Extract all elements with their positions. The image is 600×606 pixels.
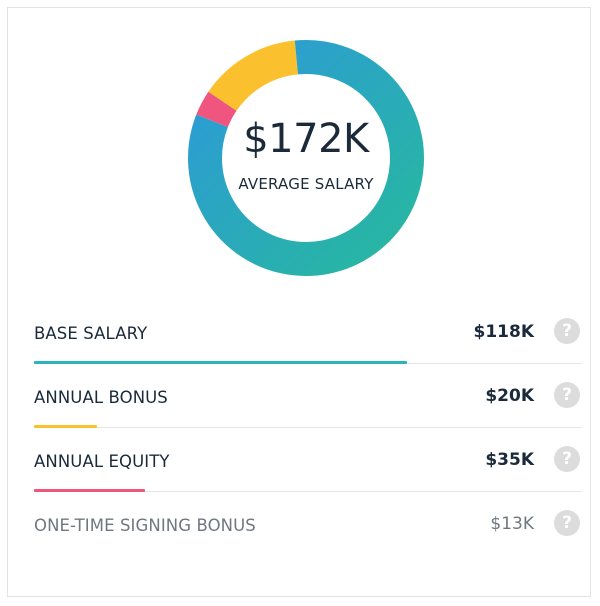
donut-segment-bonus bbox=[208, 40, 299, 112]
row-annual-equity: ANNUAL EQUITY $35K ? bbox=[34, 428, 582, 492]
donut-segment-equity bbox=[196, 91, 237, 128]
base-salary-bar bbox=[34, 361, 407, 364]
salary-donut-chart: $172K AVERAGE SALARY bbox=[186, 38, 426, 278]
average-salary-label: AVERAGE SALARY bbox=[238, 175, 374, 193]
row-annual-bonus: ANNUAL BONUS $20K ? bbox=[34, 364, 582, 428]
divider bbox=[34, 427, 582, 428]
donut-segment-base bbox=[188, 40, 424, 276]
row-signing-bonus: ONE-TIME SIGNING BONUS $13K ? bbox=[34, 492, 582, 556]
divider bbox=[34, 491, 582, 492]
base-salary-label: BASE SALARY bbox=[34, 324, 148, 343]
signing-bonus-label: ONE-TIME SIGNING BONUS bbox=[34, 516, 256, 535]
annual-equity-label: ANNUAL EQUITY bbox=[34, 452, 170, 471]
compensation-breakdown: BASE SALARY $118K ? ANNUAL BONUS $20K ? … bbox=[34, 300, 582, 556]
salary-card: $172K AVERAGE SALARY BASE SALARY $118K ?… bbox=[7, 7, 591, 597]
donut-svg bbox=[188, 40, 424, 276]
average-salary-amount: $172K bbox=[243, 116, 369, 162]
annual-bonus-label: ANNUAL BONUS bbox=[34, 388, 168, 407]
help-icon[interactable]: ? bbox=[554, 446, 580, 472]
donut-center: $172K AVERAGE SALARY bbox=[186, 38, 426, 278]
base-salary-value: $118K bbox=[473, 322, 535, 342]
annual-bonus-value: $20K bbox=[485, 386, 534, 406]
help-icon[interactable]: ? bbox=[554, 510, 580, 536]
annual-bonus-bar bbox=[34, 425, 98, 428]
signing-bonus-value: $13K bbox=[490, 514, 534, 534]
row-base-salary: BASE SALARY $118K ? bbox=[34, 300, 582, 364]
annual-equity-bar bbox=[34, 489, 145, 492]
help-icon[interactable]: ? bbox=[554, 382, 580, 408]
annual-equity-value: $35K bbox=[485, 450, 534, 470]
help-icon[interactable]: ? bbox=[554, 318, 580, 344]
